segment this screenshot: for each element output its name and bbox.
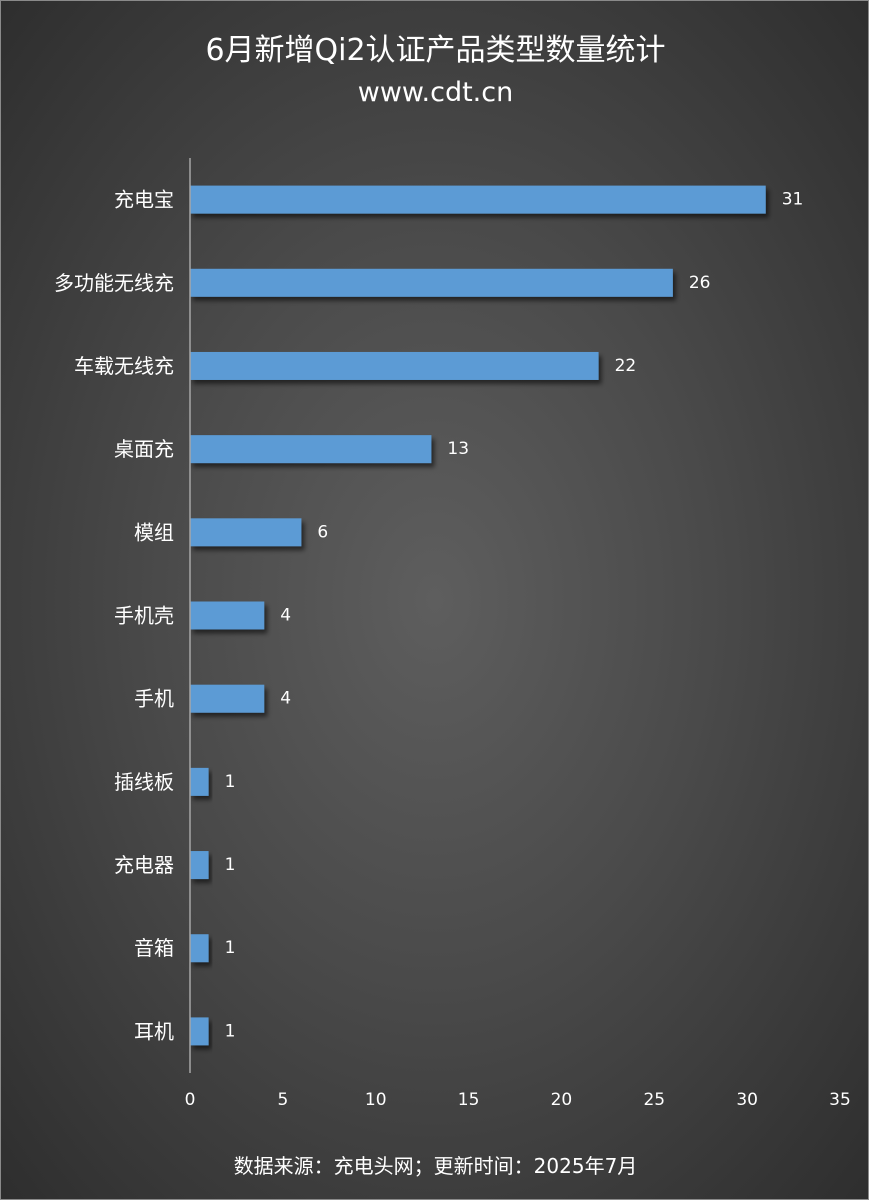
data-label: 1 — [225, 938, 236, 958]
data-label: 1 — [225, 1021, 236, 1041]
bar — [190, 601, 265, 630]
x-tick-label: 20 — [551, 1090, 573, 1110]
bar — [190, 185, 766, 214]
category-label: 模组 — [134, 520, 174, 544]
data-label: 1 — [225, 855, 236, 875]
data-label: 22 — [615, 356, 637, 376]
source-note: 数据来源：充电头网；更新时间：2025年7月 — [233, 1154, 638, 1178]
bar — [190, 351, 599, 380]
bar — [190, 518, 302, 547]
data-label: 13 — [447, 439, 469, 459]
data-label: 1 — [225, 772, 236, 792]
category-label: 多功能无线充 — [54, 271, 174, 295]
bar — [190, 934, 209, 963]
x-tick-label: 30 — [736, 1090, 758, 1110]
category-label: 手机壳 — [114, 604, 174, 628]
x-tick-label: 35 — [829, 1090, 851, 1110]
category-label: 充电宝 — [114, 188, 174, 212]
x-tick-label: 0 — [185, 1090, 196, 1110]
bar — [190, 268, 673, 297]
category-label: 音箱 — [134, 936, 174, 960]
data-label: 4 — [280, 606, 291, 626]
category-label: 充电器 — [114, 853, 174, 877]
bar — [190, 767, 209, 796]
x-tick-label: 10 — [365, 1090, 387, 1110]
labels-layer: 充电宝 31 多功能无线充 26 车载无线充 22 桌面充 13 模组 6 手机壳 4 手机 4 插线板 1 充… — [54, 188, 851, 1110]
data-label: 26 — [689, 273, 711, 293]
bars-layer — [190, 185, 766, 1046]
bar — [190, 684, 265, 713]
category-label: 手机 — [134, 687, 174, 711]
bar — [190, 1017, 209, 1046]
bar — [190, 851, 209, 880]
bar — [190, 435, 432, 464]
category-label: 插线板 — [114, 770, 174, 794]
category-label: 车载无线充 — [74, 354, 174, 378]
chart-subtitle: www.cdt.cn — [357, 77, 514, 108]
x-tick-label: 15 — [458, 1090, 480, 1110]
category-label: 桌面充 — [114, 437, 174, 461]
x-tick-label: 25 — [643, 1090, 665, 1110]
x-tick-label: 5 — [277, 1090, 288, 1110]
category-label: 耳机 — [134, 1019, 174, 1043]
chart-title: 6月新增Qi2认证产品类型数量统计 — [205, 33, 666, 68]
data-label: 4 — [280, 689, 291, 709]
data-label: 31 — [782, 190, 804, 210]
data-label: 6 — [317, 522, 328, 542]
